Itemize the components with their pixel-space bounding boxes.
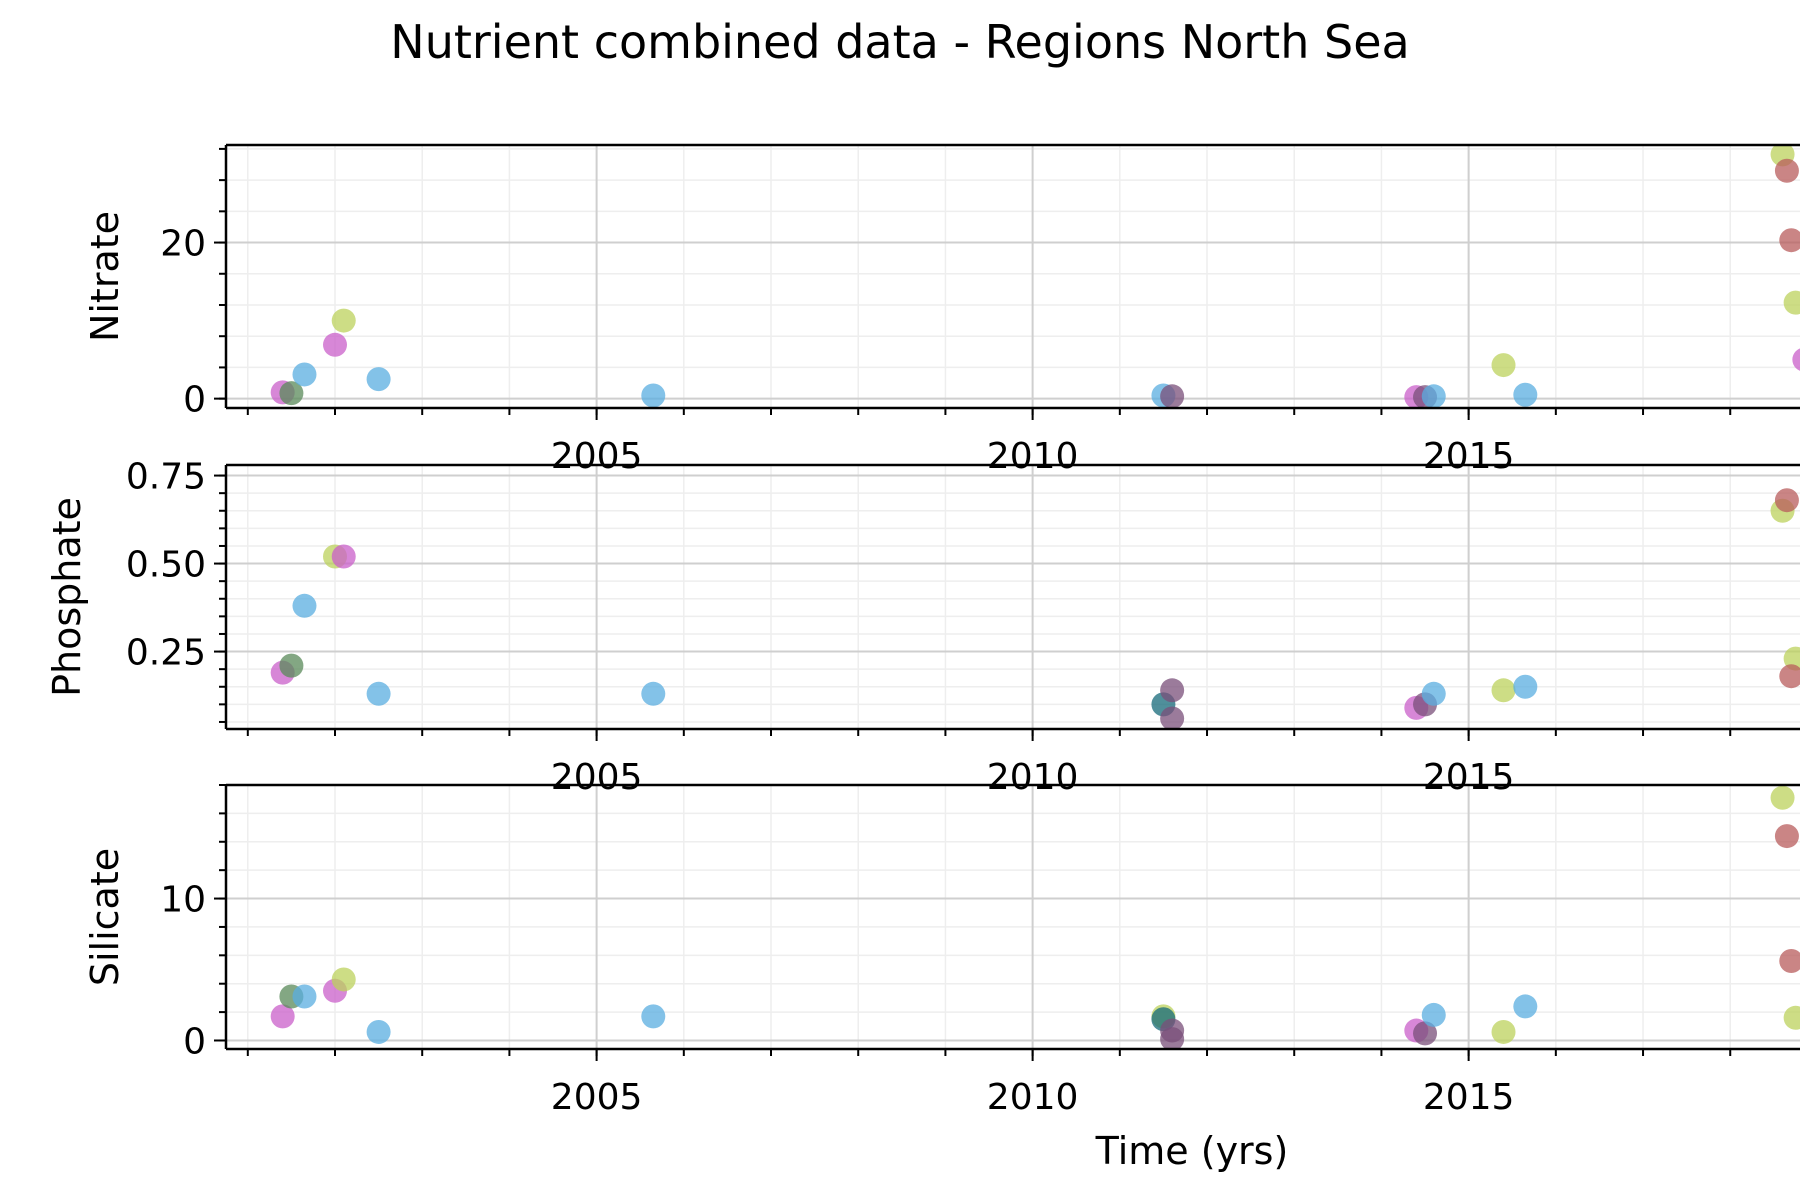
y-tick-label: 20 xyxy=(160,224,206,265)
y-axis-label: Nitrate xyxy=(83,211,127,342)
grid xyxy=(226,785,1800,1049)
y-axis-label: Phosphate xyxy=(45,497,89,697)
y-tick-label: 0.50 xyxy=(126,545,206,586)
data-point xyxy=(1513,382,1538,407)
data-point xyxy=(1413,1021,1438,1046)
data-points xyxy=(270,785,1800,1049)
data-point xyxy=(1491,1019,1516,1044)
data-point xyxy=(292,362,317,387)
data-points xyxy=(270,488,1800,729)
data-point xyxy=(1513,994,1538,1019)
data-point xyxy=(1421,1002,1446,1027)
grid xyxy=(226,465,1800,729)
data-point xyxy=(366,367,391,392)
data-point xyxy=(1160,384,1185,408)
data-point xyxy=(366,1019,391,1044)
data-point xyxy=(1779,664,1800,689)
data-point xyxy=(1783,646,1800,671)
y-tick-label: 0 xyxy=(183,380,206,421)
data-point xyxy=(1774,158,1799,183)
data-point xyxy=(1513,674,1538,699)
data-point xyxy=(366,681,391,706)
grid xyxy=(226,145,1800,408)
x-tick-label: 2015 xyxy=(1423,1077,1515,1118)
data-point xyxy=(292,984,317,1009)
data-point xyxy=(1779,949,1800,973)
x-tick-label: 2005 xyxy=(551,1077,643,1118)
data-point xyxy=(1160,678,1185,703)
y-tick-label: 0.75 xyxy=(126,457,206,498)
x-tick-label: 2010 xyxy=(987,1077,1079,1118)
data-point xyxy=(1774,824,1799,849)
data-point xyxy=(1160,1027,1185,1049)
y-tick-label: 10 xyxy=(160,880,206,921)
data-point xyxy=(1774,488,1799,513)
x-axis-label: Time (yrs) xyxy=(1095,1129,1289,1173)
data-point xyxy=(1792,348,1800,371)
data-point xyxy=(641,383,666,408)
data-point xyxy=(1783,290,1800,315)
data-point xyxy=(1779,228,1800,253)
data-point xyxy=(331,308,356,333)
data-point xyxy=(1783,1005,1800,1030)
data-point xyxy=(1491,353,1516,378)
data-point xyxy=(292,593,317,618)
data-point xyxy=(1491,678,1516,703)
data-point xyxy=(331,967,356,992)
data-point xyxy=(323,332,348,357)
data-point xyxy=(331,544,356,569)
chart-title: Nutrient combined data - Regions North S… xyxy=(390,15,1409,69)
data-point xyxy=(279,381,304,406)
y-tick-label: 0 xyxy=(183,1021,206,1062)
data-point xyxy=(641,681,666,706)
data-point xyxy=(1770,785,1795,810)
data-point xyxy=(1421,384,1446,408)
data-point xyxy=(1160,706,1185,729)
data-points xyxy=(270,145,1800,408)
panel-silicate: 2005 2010 2015 0 10 Silicate xyxy=(83,783,1800,1118)
y-axis-label: Silicate xyxy=(83,848,127,986)
data-point xyxy=(270,1004,295,1029)
y-tick-label: 0.25 xyxy=(126,633,206,674)
data-point xyxy=(1421,681,1446,706)
data-point xyxy=(279,653,304,678)
data-point xyxy=(641,1004,666,1029)
